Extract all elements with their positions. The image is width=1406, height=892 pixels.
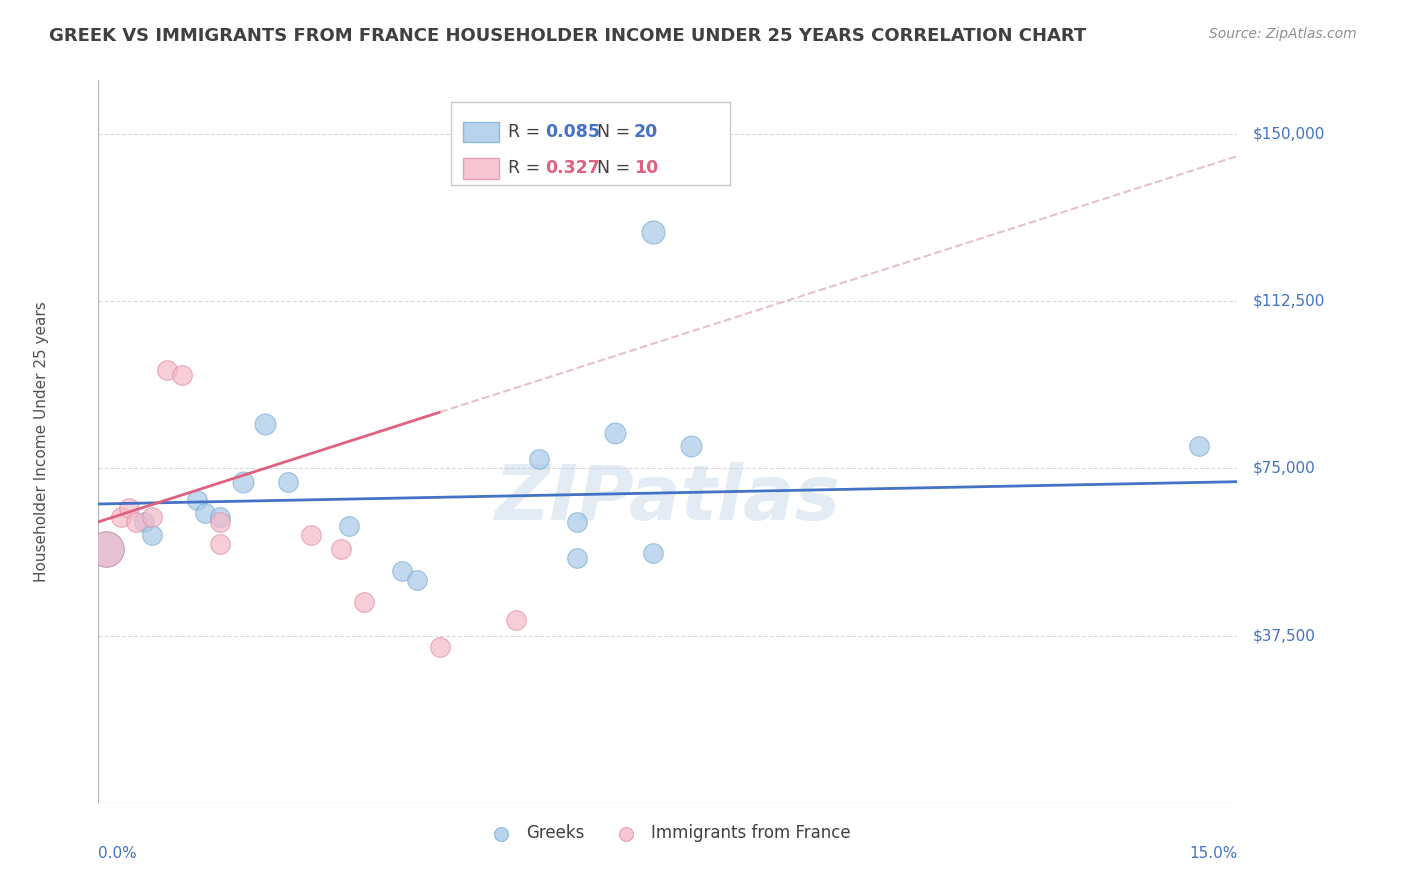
- Point: [679, 439, 702, 453]
- Text: GREEK VS IMMIGRANTS FROM FRANCE HOUSEHOLDER INCOME UNDER 25 YEARS CORRELATION CH: GREEK VS IMMIGRANTS FROM FRANCE HOUSEHOL…: [49, 27, 1087, 45]
- Point: [1188, 439, 1211, 453]
- Text: $37,500: $37,500: [1253, 628, 1316, 643]
- Point: [527, 452, 550, 467]
- Point: [641, 225, 664, 239]
- Text: 0.085: 0.085: [546, 123, 600, 141]
- Point: [186, 492, 208, 507]
- Point: [170, 368, 193, 382]
- Point: [132, 515, 155, 529]
- Text: Householder Income Under 25 years: Householder Income Under 25 years: [34, 301, 49, 582]
- Text: N =: N =: [598, 160, 636, 178]
- Point: [110, 510, 132, 524]
- FancyBboxPatch shape: [463, 158, 499, 178]
- Point: [406, 573, 429, 587]
- Point: [603, 425, 626, 440]
- Point: [141, 528, 163, 542]
- Point: [565, 515, 588, 529]
- Point: [337, 519, 360, 533]
- Text: 10: 10: [634, 160, 658, 178]
- Point: [277, 475, 299, 489]
- Text: R =: R =: [509, 160, 546, 178]
- Point: [565, 550, 588, 565]
- Point: [208, 537, 231, 551]
- Text: 0.327: 0.327: [546, 160, 599, 178]
- Point: [299, 528, 322, 542]
- Text: 20: 20: [634, 123, 658, 141]
- Point: [118, 501, 141, 516]
- Point: [125, 515, 148, 529]
- FancyBboxPatch shape: [451, 102, 731, 185]
- Text: $112,500: $112,500: [1253, 293, 1324, 309]
- Text: ZIPatlas: ZIPatlas: [495, 462, 841, 536]
- Text: 15.0%: 15.0%: [1189, 847, 1237, 861]
- Text: Source: ZipAtlas.com: Source: ZipAtlas.com: [1209, 27, 1357, 41]
- Point: [505, 613, 527, 627]
- Point: [194, 506, 217, 520]
- Point: [94, 541, 117, 556]
- Point: [330, 541, 353, 556]
- Text: $150,000: $150,000: [1253, 127, 1324, 141]
- Text: N =: N =: [598, 123, 636, 141]
- Point: [641, 546, 664, 560]
- Point: [94, 541, 117, 556]
- Point: [353, 595, 375, 609]
- Point: [208, 515, 231, 529]
- Text: $75,000: $75,000: [1253, 461, 1315, 475]
- FancyBboxPatch shape: [463, 122, 499, 143]
- Point: [391, 564, 413, 578]
- Point: [208, 510, 231, 524]
- Text: 0.0%: 0.0%: [98, 847, 138, 861]
- Point: [141, 510, 163, 524]
- Legend: Greeks, Immigrants from France: Greeks, Immigrants from France: [478, 817, 858, 848]
- Point: [429, 640, 451, 654]
- Point: [232, 475, 254, 489]
- Point: [254, 417, 277, 431]
- Point: [156, 363, 179, 377]
- Text: R =: R =: [509, 123, 546, 141]
